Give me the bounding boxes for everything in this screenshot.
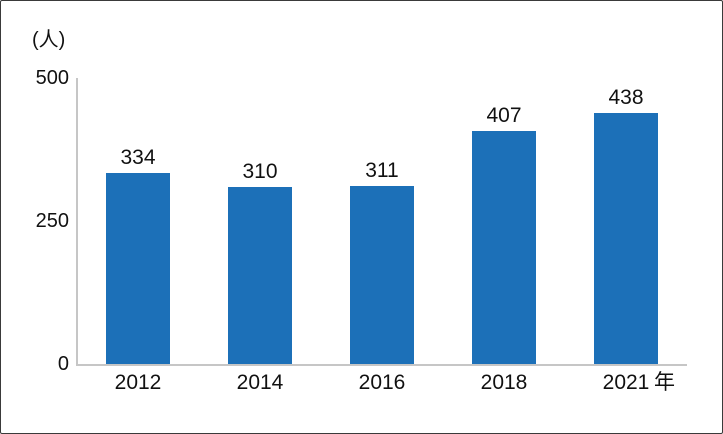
bar-2014: [228, 187, 292, 364]
y-axis-tick-label: 500: [35, 67, 69, 89]
x-axis-label-2014: 2014: [236, 371, 284, 394]
x-axis-label-2012: 2012: [114, 371, 162, 394]
bar-value-label: 407: [486, 104, 522, 127]
x-axis-unit-label: 年: [654, 371, 675, 394]
y-axis-tick-label: 250: [35, 210, 69, 232]
y-axis-line: [76, 78, 78, 366]
bar-2018: [472, 131, 536, 364]
y-axis-tick-label: 0: [57, 353, 69, 375]
x-axis-line: [76, 364, 687, 366]
bar-value-label: 438: [608, 86, 644, 109]
x-axis-label-2016: 2016: [358, 371, 406, 394]
x-axis-label-2021: 2021: [602, 371, 650, 394]
bar-value-label: 311: [365, 159, 399, 182]
bar-2012: [106, 173, 170, 364]
bar-value-label: 334: [120, 146, 156, 169]
bar-2016: [350, 186, 414, 364]
bar-value-label: 310: [242, 160, 278, 183]
x-axis-label-2018: 2018: [480, 371, 528, 394]
bar-2021: [594, 113, 658, 364]
y-axis-unit-label: (人): [32, 29, 66, 51]
